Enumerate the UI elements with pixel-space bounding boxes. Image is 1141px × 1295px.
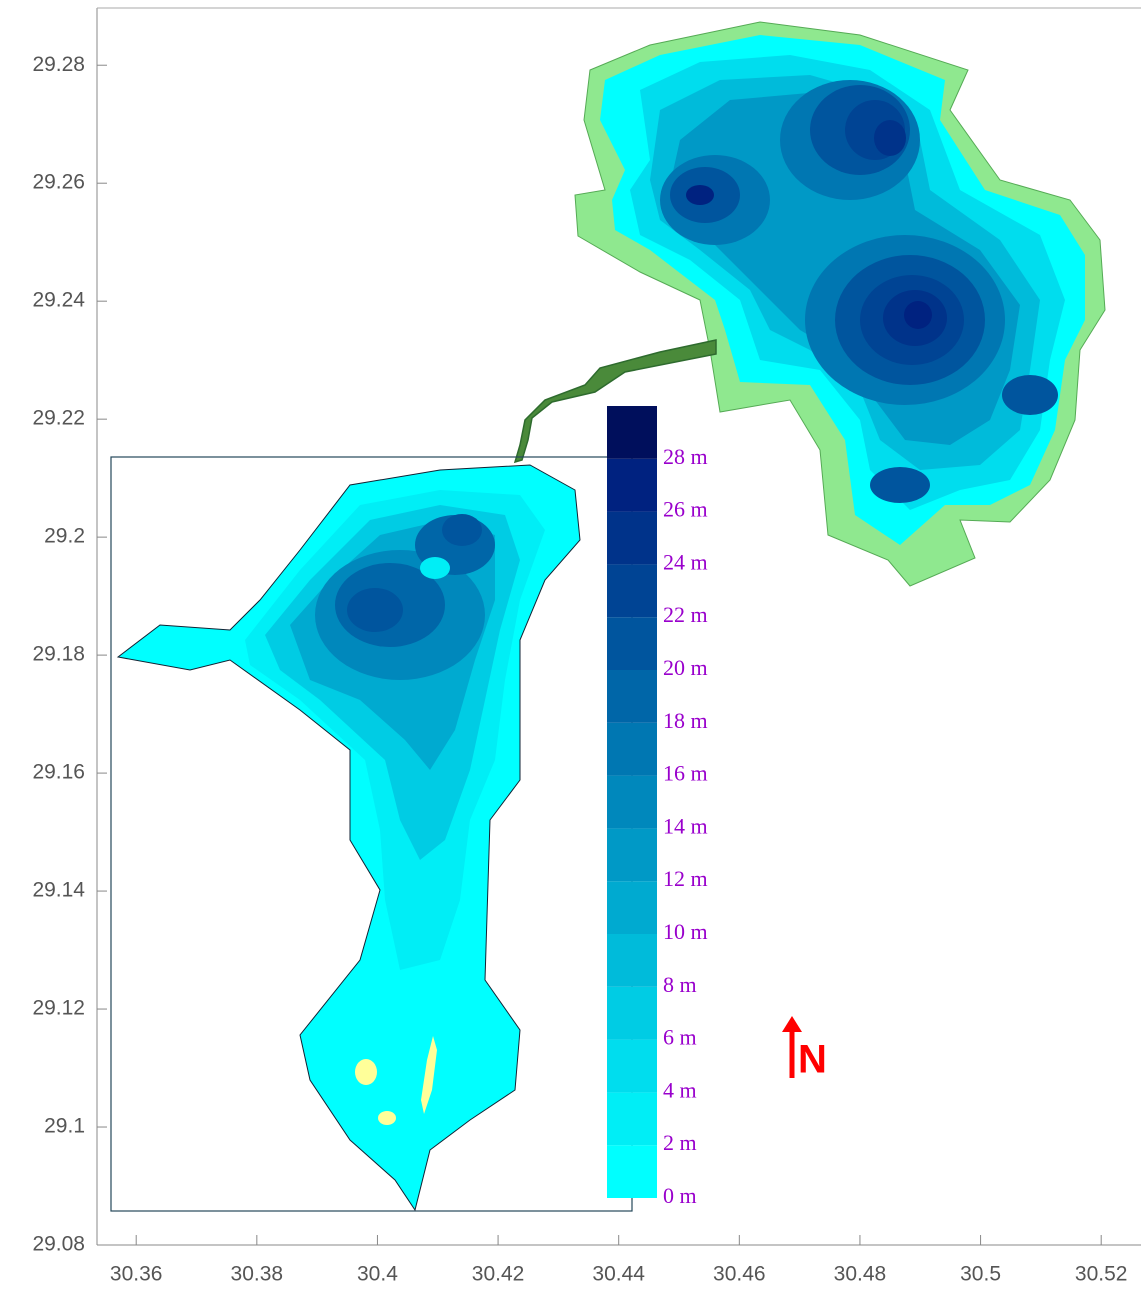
colorbar-label: 14 m (663, 813, 708, 838)
x-tick-label: 30.44 (592, 1263, 645, 1286)
y-tick-label: 29.18 (32, 643, 85, 666)
island (378, 1111, 396, 1125)
colorbar-band (607, 828, 657, 882)
y-tick-label: 29.26 (32, 171, 85, 194)
colorbar-band (607, 458, 657, 512)
y-tick-label: 29.24 (32, 289, 85, 312)
colorbar-label: 26 m (663, 497, 708, 522)
colorbar-label: 24 m (663, 549, 708, 574)
deep-zone (870, 467, 930, 503)
island (421, 1036, 437, 1114)
colorbar-label: 8 m (663, 972, 697, 997)
x-tick-label: 30.42 (472, 1263, 525, 1286)
y-tick-label: 29.14 (32, 879, 85, 902)
colorbar-label: 16 m (663, 761, 708, 786)
north-arrow: N (782, 1016, 827, 1082)
deep-zone (347, 588, 403, 632)
x-tick-label: 30.36 (110, 1263, 163, 1286)
colorbar-band (607, 617, 657, 670)
colorbar-label: 12 m (663, 866, 708, 891)
colorbar-label: 2 m (663, 1130, 697, 1155)
deep-zone (874, 120, 906, 156)
colorbar-band (607, 881, 657, 934)
x-tick-label: 30.4 (357, 1263, 398, 1286)
x-tick-label: 30.52 (1075, 1263, 1128, 1286)
colorbar-band (607, 986, 657, 1040)
colorbar-band (607, 564, 657, 618)
island (355, 1059, 377, 1085)
bathymetry-map (110, 21, 1106, 1212)
y-tick-label: 29.08 (32, 1233, 85, 1256)
colorbar-label: 22 m (663, 602, 708, 627)
y-tick-label: 29.2 (44, 525, 85, 548)
colorbar-band (607, 722, 657, 776)
y-tick-label: 29.12 (32, 997, 85, 1020)
colorbar-band (607, 670, 657, 723)
shoal (420, 557, 450, 579)
colorbar-label: 10 m (663, 919, 708, 944)
colorbar-label: 20 m (663, 655, 708, 680)
y-tick-label: 29.28 (32, 53, 85, 76)
colorbar-label: 4 m (663, 1077, 697, 1102)
x-tick-label: 30.5 (960, 1263, 1001, 1286)
y-tick-label: 29.1 (44, 1115, 85, 1138)
colorbar-band (607, 511, 657, 565)
colorbar-band (607, 775, 657, 829)
channel (513, 339, 717, 464)
x-tick-label: 30.38 (231, 1263, 284, 1286)
y-tick-label: 29.22 (32, 407, 85, 430)
colorbar-band (607, 934, 657, 987)
colorbar-label: 6 m (663, 1025, 697, 1050)
colorbar-label: 28 m (663, 444, 708, 469)
deep-zone (686, 185, 714, 205)
x-tick-label: 30.46 (713, 1263, 766, 1286)
colorbar-band (607, 1039, 657, 1093)
colorbar-band (607, 406, 657, 459)
colorbar-band (607, 1092, 657, 1146)
colorbar-band (607, 1145, 657, 1198)
colorbar-label: 18 m (663, 708, 708, 733)
deep-zone (442, 514, 482, 546)
north-label: N (798, 1038, 827, 1082)
colorbar-label: 0 m (663, 1183, 697, 1208)
deep-zone (904, 301, 932, 329)
arrow-head (782, 1016, 802, 1032)
x-tick-label: 30.48 (834, 1263, 887, 1286)
y-tick-label: 29.16 (32, 761, 85, 784)
deep-zone (1002, 375, 1058, 415)
